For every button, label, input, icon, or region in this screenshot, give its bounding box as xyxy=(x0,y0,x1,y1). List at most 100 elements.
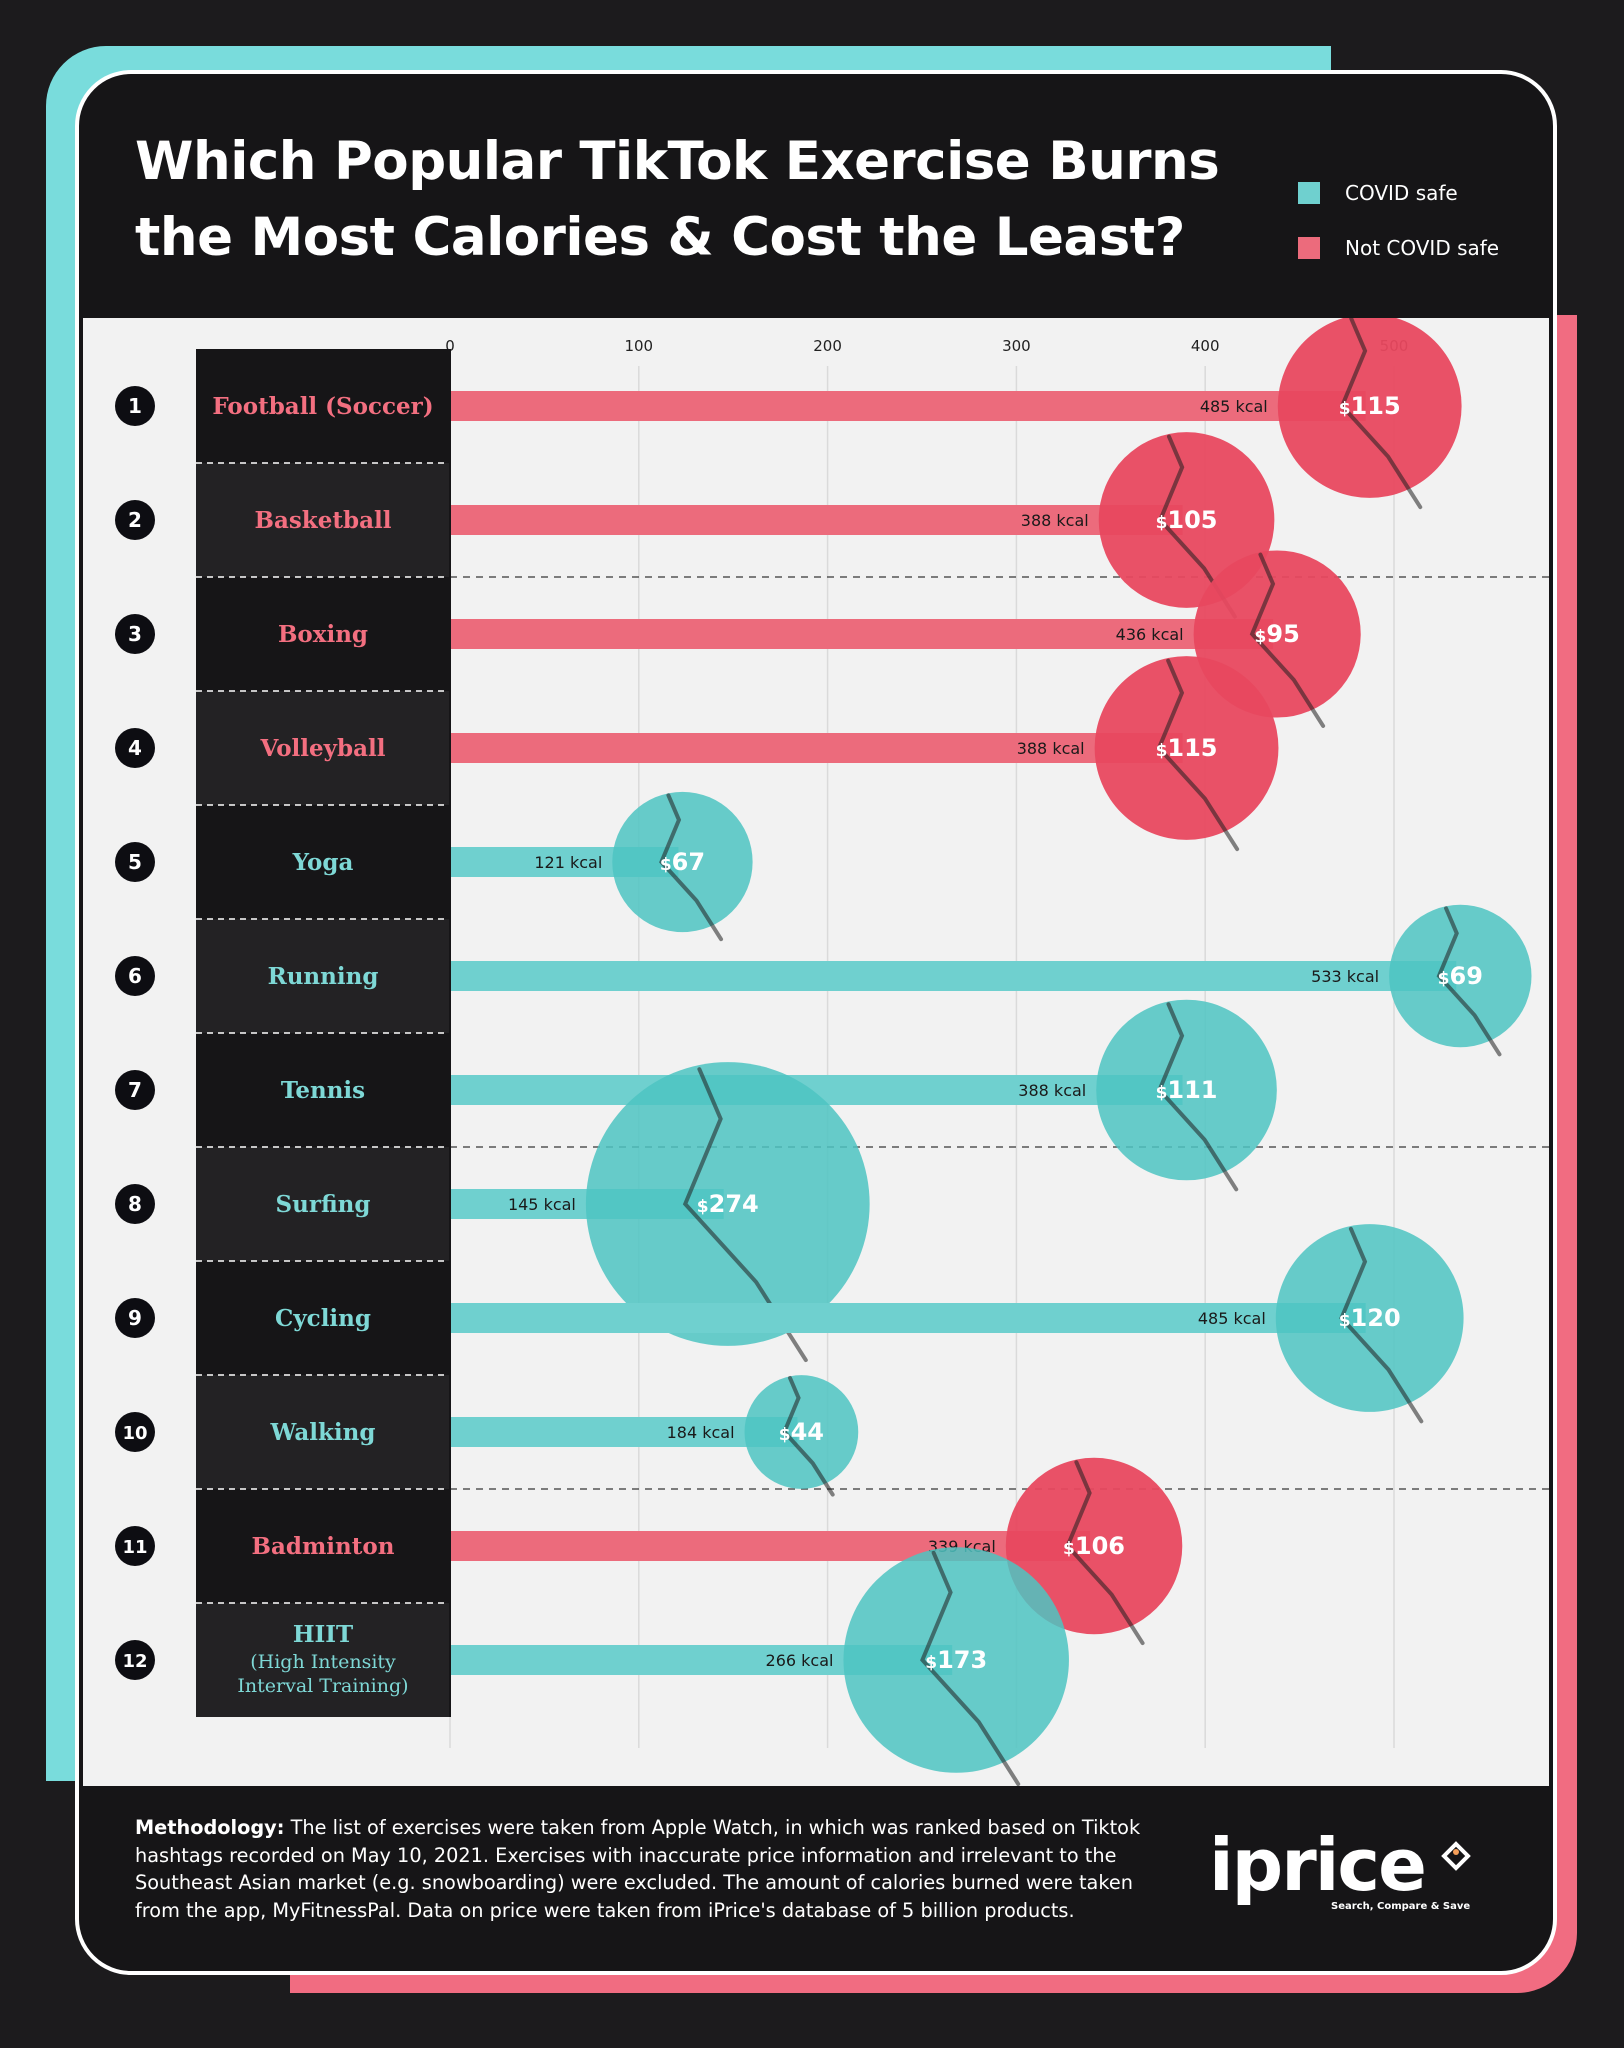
rank-badge xyxy=(115,1070,155,1110)
price-value: 44 xyxy=(791,1418,824,1446)
price-label: $173 xyxy=(925,1646,987,1674)
price-bubble xyxy=(843,1547,1069,1773)
price-currency: $ xyxy=(1156,513,1168,533)
price-currency: $ xyxy=(1339,1311,1351,1331)
athlete-figure-icon xyxy=(1339,1226,1424,1424)
exercise-subname: (High Intensity xyxy=(250,1651,396,1673)
row-7: 7 Tennis 388 kcal $111 xyxy=(115,999,1277,1192)
kcal-label: 388 kcal xyxy=(1021,511,1089,530)
rank-number: 1 xyxy=(128,394,142,418)
kcal-label: 485 kcal xyxy=(1200,397,1268,416)
kcal-bar xyxy=(450,961,1457,991)
x-tick-label: 300 xyxy=(1002,337,1031,355)
price-currency: $ xyxy=(1063,1539,1075,1559)
chart-legend: COVID safe Not COVID safe xyxy=(1298,178,1499,288)
rank-number: 9 xyxy=(128,1306,142,1330)
price-bubble xyxy=(1094,656,1279,840)
price-currency: $ xyxy=(779,1425,791,1445)
row-9: 9 Cycling 485 kcal $120 xyxy=(115,1224,1464,1424)
name-cell xyxy=(196,919,450,1033)
price-label: $67 xyxy=(660,848,705,876)
price-bubble xyxy=(1098,432,1275,608)
kcal-label: 533 kcal xyxy=(1311,967,1379,986)
row-11: 11 Badminton 339 kcal $106 xyxy=(115,1457,1183,1646)
price-currency: $ xyxy=(925,1653,937,1673)
methodology-note: Methodology: The list of exercises were … xyxy=(135,1814,1175,1924)
athlete-figure-icon xyxy=(781,1375,835,1497)
price-currency: $ xyxy=(1156,1083,1168,1103)
row-2: 2 Basketball 388 kcal $105 xyxy=(115,432,1275,619)
price-value: 69 xyxy=(1450,962,1483,990)
title-line-2: the Most Calories & Cost the Least? xyxy=(135,207,1185,268)
bar-chart: 01002003004005001Football (Soccer)485 kc… xyxy=(115,318,1549,1786)
price-currency: $ xyxy=(1438,969,1450,989)
name-cell xyxy=(196,577,450,691)
rank-badge xyxy=(115,1526,155,1566)
rank-badge xyxy=(115,728,155,768)
price-label: $115 xyxy=(1339,392,1401,420)
x-tick-label: 100 xyxy=(624,337,653,355)
name-cell xyxy=(196,1603,450,1717)
price-label: $106 xyxy=(1063,1532,1125,1560)
price-currency: $ xyxy=(697,1197,709,1217)
name-cell xyxy=(196,1375,450,1489)
exercise-name: HIIT xyxy=(293,1621,353,1648)
price-bubble xyxy=(1275,1224,1464,1412)
kcal-label: 388 kcal xyxy=(1017,739,1085,758)
rank-badge xyxy=(115,1298,155,1338)
kcal-label: 121 kcal xyxy=(534,853,602,872)
name-cell xyxy=(196,1147,450,1261)
legend-swatch-covid-safe xyxy=(1298,182,1320,204)
logo-diamond-icon xyxy=(1441,1841,1471,1871)
iprice-logo: iprice Search, Compare & Save xyxy=(1209,1823,1479,1912)
exercise-name: Running xyxy=(268,963,379,990)
price-currency: $ xyxy=(660,855,672,875)
row-6: 6 Running 533 kcal $69 xyxy=(115,904,1532,1057)
price-label: $111 xyxy=(1156,1076,1218,1104)
name-cell xyxy=(196,1489,450,1603)
rank-number: 6 xyxy=(128,964,142,988)
kcal-label: 485 kcal xyxy=(1198,1309,1266,1328)
price-label: $115 xyxy=(1156,734,1218,762)
kcal-bar xyxy=(450,733,1183,763)
price-label: $69 xyxy=(1438,962,1483,990)
row-8: 8 Surfing 145 kcal $274 xyxy=(115,1062,870,1363)
kcal-bar xyxy=(450,505,1183,535)
exercise-name: Cycling xyxy=(275,1305,371,1332)
exercise-name: Surfing xyxy=(276,1191,371,1218)
kcal-bar xyxy=(450,1417,798,1447)
legend-label-covid-safe: COVID safe xyxy=(1345,181,1458,205)
price-value: 106 xyxy=(1075,1532,1125,1560)
rank-badge xyxy=(115,956,155,996)
rank-number: 10 xyxy=(122,1423,147,1444)
athlete-figure-icon xyxy=(920,1550,1021,1786)
price-value: 115 xyxy=(1351,392,1401,420)
rank-number: 12 xyxy=(122,1651,147,1672)
exercise-name: Yoga xyxy=(292,849,354,876)
name-cell xyxy=(196,691,450,805)
rank-number: 5 xyxy=(128,850,142,874)
exercise-name: Walking xyxy=(270,1419,376,1446)
price-label: $105 xyxy=(1156,506,1218,534)
page-title: Which Popular TikTok Exercise Burns the … xyxy=(135,124,1235,276)
logo-tagline: Search, Compare & Save xyxy=(1331,1901,1471,1912)
name-cell xyxy=(196,463,450,577)
rank-badge xyxy=(115,614,155,654)
price-value: 173 xyxy=(937,1646,987,1674)
row-4: 4 Volleyball 388 kcal $115 xyxy=(115,656,1279,852)
kcal-bar xyxy=(450,619,1274,649)
rank-badge xyxy=(115,1412,155,1452)
athlete-figure-icon xyxy=(1065,1460,1145,1646)
row-3: 3 Boxing 436 kcal $95 xyxy=(115,550,1361,728)
name-cell xyxy=(196,1261,450,1375)
kcal-bar xyxy=(450,1303,1366,1333)
price-label: $120 xyxy=(1339,1304,1401,1332)
exercise-name: Volleyball xyxy=(259,735,385,762)
price-bubble xyxy=(744,1375,859,1489)
x-tick-label: 0 xyxy=(445,337,455,355)
athlete-figure-icon xyxy=(1436,906,1502,1057)
logo-wordmark: iprice xyxy=(1209,1823,1427,1907)
price-bubble xyxy=(585,1062,870,1346)
price-value: 111 xyxy=(1167,1076,1217,1104)
rank-badge xyxy=(115,386,155,426)
